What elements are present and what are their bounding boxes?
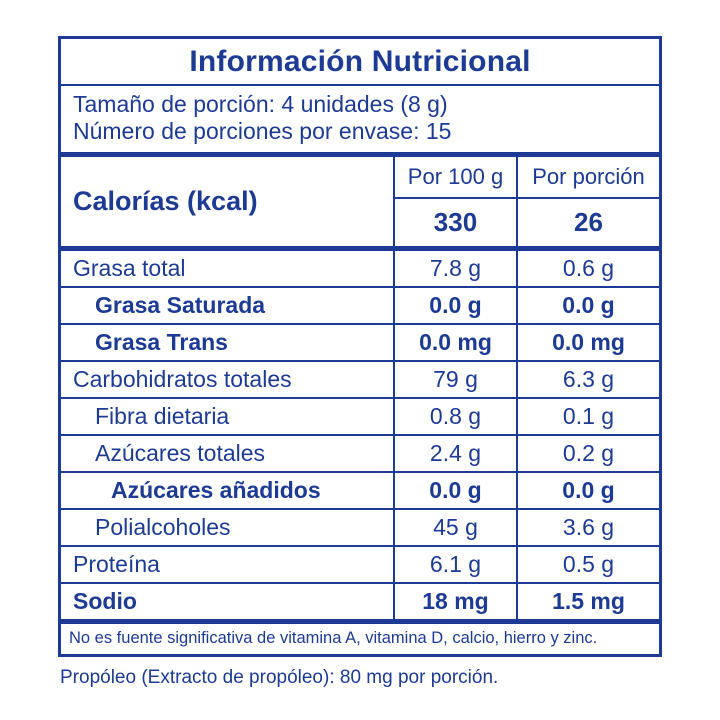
nutrient-label: Fibra dietaria xyxy=(61,399,395,434)
nutrient-per-100g: 0.0 mg xyxy=(395,325,518,360)
serving-info: Tamaño de porción: 4 unidades (8 g) Núme… xyxy=(61,86,659,157)
nutrient-row-grasa-total: Grasa total 7.8 g 0.6 g xyxy=(61,251,659,288)
nutrient-per-100g: 0.8 g xyxy=(395,399,518,434)
nutrient-per-100g: 0.0 g xyxy=(395,288,518,323)
nutrient-label: Azúcares añadidos xyxy=(61,473,395,508)
nutrient-row-proteina: Proteína 6.1 g 0.5 g xyxy=(61,547,659,584)
nutrient-label: Grasa total xyxy=(61,251,395,286)
serving-size: Tamaño de porción: 4 unidades (8 g) xyxy=(73,91,448,117)
nutrient-rows: Grasa total 7.8 g 0.6 g Grasa Saturada 0… xyxy=(61,251,659,619)
nutrient-per-serving: 0.0 g xyxy=(562,477,615,503)
calories-per-serving-value: 26 xyxy=(574,207,603,237)
nutrient-per-100g: 0.0 g xyxy=(395,473,518,508)
propolis-note: Propóleo (Extracto de propóleo): 80 mg p… xyxy=(60,667,499,688)
nutrient-per-serving: 0.0 mg xyxy=(552,329,625,355)
nutrient-label: Polialcoholes xyxy=(61,510,395,545)
nutrient-per-100g: 7.8 g xyxy=(395,251,518,286)
calories-per-100g-value: 330 xyxy=(433,207,478,237)
nutrient-row-grasa-trans: Grasa Trans 0.0 mg 0.0 mg xyxy=(61,325,659,362)
nutrient-label: Proteína xyxy=(61,547,395,582)
calories-columns: Por 100 g 330 Por porción 26 xyxy=(395,157,659,246)
nutrient-per-100g: 18 mg xyxy=(395,584,518,619)
calories-label: Calorías (kcal) xyxy=(61,157,395,246)
nutrient-per-serving: 0.1 g xyxy=(562,403,615,429)
nutrient-per-serving: 1.5 mg xyxy=(552,588,625,614)
servings-per-container: Número de porciones por envase: 15 xyxy=(73,118,452,144)
calories-section: Calorías (kcal) Por 100 g 330 Por porció… xyxy=(61,157,659,251)
nutrient-per-serving: 0.5 g xyxy=(562,551,615,577)
vitamins-footnote: No es fuente significativa de vitamina A… xyxy=(61,619,659,654)
nutrient-per-serving: 0.6 g xyxy=(562,255,615,281)
nutrient-per-serving: 6.3 g xyxy=(562,366,615,392)
column-per-serving: Por porción 26 xyxy=(518,157,659,246)
nutrient-row-azucares-anadidos: Azúcares añadidos 0.0 g 0.0 g xyxy=(61,473,659,510)
nutrient-per-100g: 6.1 g xyxy=(395,547,518,582)
nutrient-row-azucares-totales: Azúcares totales 2.4 g 0.2 g xyxy=(61,436,659,473)
nutrient-row-fibra: Fibra dietaria 0.8 g 0.1 g xyxy=(61,399,659,436)
nutrient-per-100g: 45 g xyxy=(395,510,518,545)
nutrient-per-100g: 2.4 g xyxy=(395,436,518,471)
nutrient-per-serving: 3.6 g xyxy=(562,514,615,540)
nutrient-per-serving: 0.0 g xyxy=(562,292,615,318)
col-header-per-100g: Por 100 g xyxy=(395,157,516,199)
nutrient-row-sodio: Sodio 18 mg 1.5 mg xyxy=(61,584,659,619)
nutrient-row-grasa-saturada: Grasa Saturada 0.0 g 0.0 g xyxy=(61,288,659,325)
label-title: Información Nutricional xyxy=(61,39,659,86)
nutrient-label: Grasa Saturada xyxy=(61,288,395,323)
column-per-100g: Por 100 g 330 xyxy=(395,157,518,246)
nutrient-row-carbohidratos: Carbohidratos totales 79 g 6.3 g xyxy=(61,362,659,399)
nutrient-per-serving: 0.2 g xyxy=(562,440,615,466)
page: Información Nutricional Tamaño de porció… xyxy=(58,0,662,689)
nutrient-row-polialcoholes: Polialcoholes 45 g 3.6 g xyxy=(61,510,659,547)
nutrient-label: Grasa Trans xyxy=(61,325,395,360)
col-header-per-serving: Por porción xyxy=(518,157,659,199)
nutrient-label: Azúcares totales xyxy=(61,436,395,471)
nutrient-per-100g: 79 g xyxy=(395,362,518,397)
nutrition-label: Información Nutricional Tamaño de porció… xyxy=(58,36,662,657)
nutrient-label: Carbohidratos totales xyxy=(61,362,395,397)
nutrient-label: Sodio xyxy=(61,584,395,619)
